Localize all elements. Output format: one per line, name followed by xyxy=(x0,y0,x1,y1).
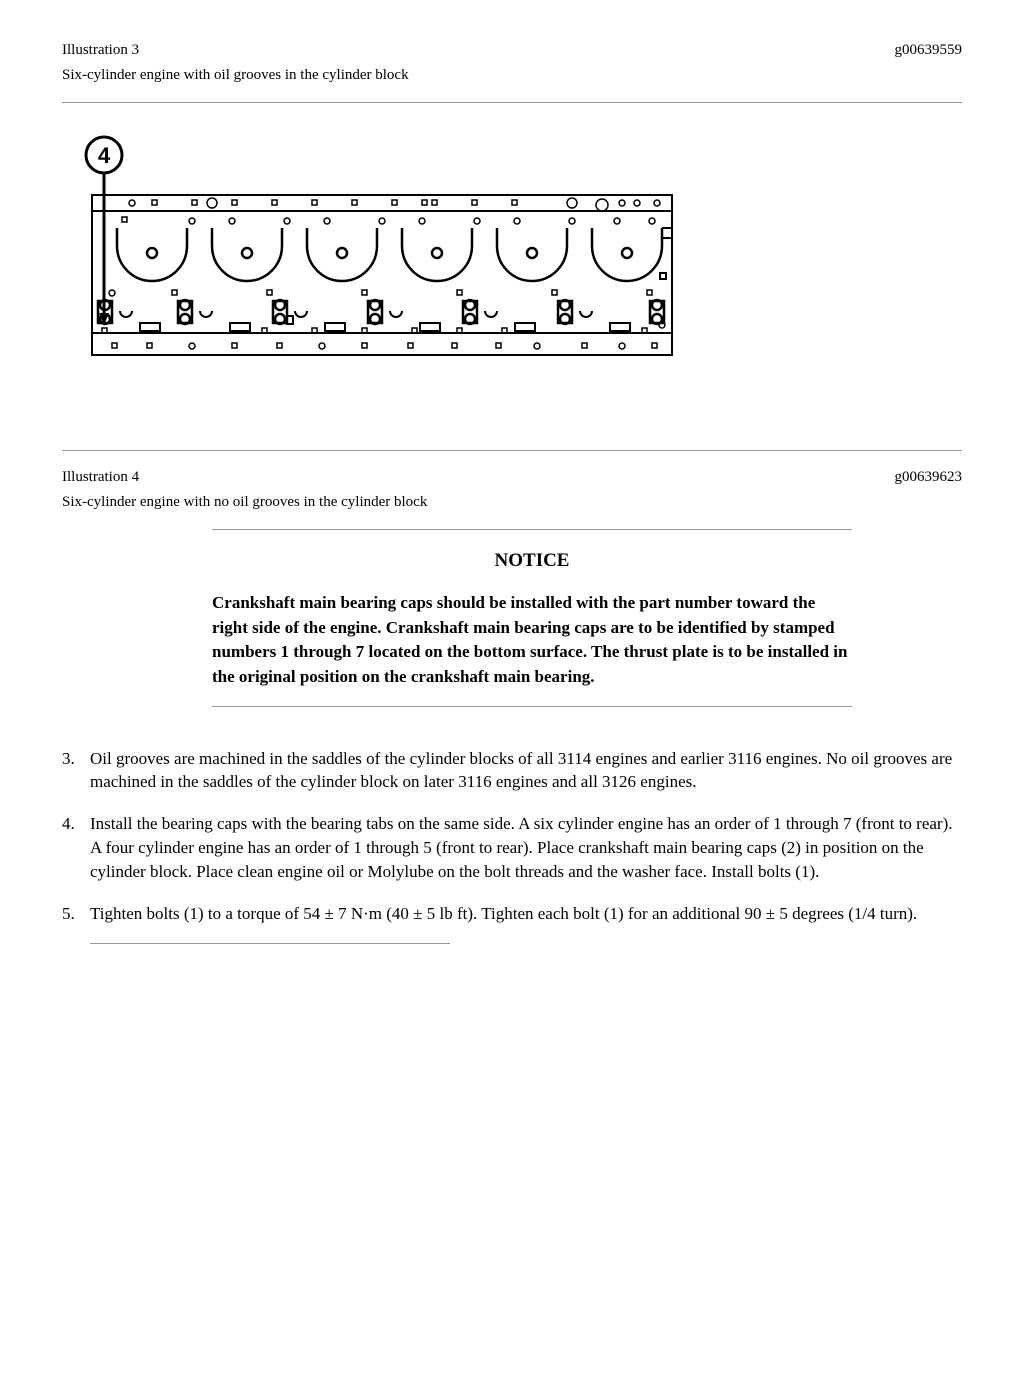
illustration-4-header: Illustration 4 g00639623 xyxy=(62,467,962,488)
step-3: Oil grooves are machined in the saddles … xyxy=(62,747,962,795)
notice-title: NOTICE xyxy=(212,548,852,575)
engine-block-svg: 4 xyxy=(62,133,682,393)
illustration-3-header: Illustration 3 g00639559 xyxy=(62,40,962,61)
steps-list: Oil grooves are machined in the saddles … xyxy=(62,747,962,926)
illustration-3-code: g00639559 xyxy=(895,40,963,61)
engine-block-diagram: 4 xyxy=(62,133,682,400)
notice-block: NOTICE Crankshaft main bearing caps shou… xyxy=(212,529,852,706)
divider xyxy=(62,102,962,103)
step-4: Install the bearing caps with the bearin… xyxy=(62,812,962,883)
illustration-4-label: Illustration 4 xyxy=(62,467,139,488)
divider xyxy=(212,529,852,530)
illustration-4-caption: Six-cylinder engine with no oil grooves … xyxy=(62,492,962,513)
callout-4-label: 4 xyxy=(98,143,111,168)
divider xyxy=(62,450,962,451)
illustration-4-code: g00639623 xyxy=(895,467,963,488)
divider xyxy=(90,943,450,944)
notice-body: Crankshaft main bearing caps should be i… xyxy=(212,591,852,690)
illustration-3-label: Illustration 3 xyxy=(62,40,139,61)
page: Illustration 3 g00639559 Six-cylinder en… xyxy=(62,40,962,944)
step-5: Tighten bolts (1) to a torque of 54 ± 7 … xyxy=(62,902,962,926)
illustration-3-caption: Six-cylinder engine with oil grooves in … xyxy=(62,65,962,86)
divider xyxy=(212,706,852,707)
